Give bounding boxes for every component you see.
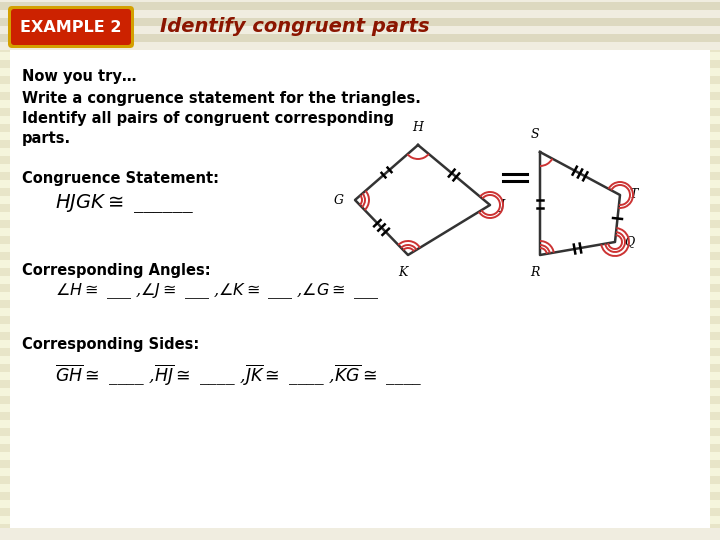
Bar xyxy=(0,26,720,34)
Bar xyxy=(0,444,720,452)
Bar xyxy=(0,492,720,500)
Bar xyxy=(0,4,720,12)
Bar xyxy=(0,316,720,324)
Bar xyxy=(0,2,720,10)
Bar xyxy=(0,164,720,172)
Bar xyxy=(0,332,720,340)
Bar xyxy=(0,84,720,92)
Bar xyxy=(0,52,720,60)
Text: Congruence Statement:: Congruence Statement: xyxy=(22,172,219,186)
Text: $\angle H \cong$ ___ ,$\angle J \cong$ ___ ,$\angle K \cong$ ___ ,$\angle G \con: $\angle H \cong$ ___ ,$\angle J \cong$ _… xyxy=(55,281,379,301)
Bar xyxy=(0,428,720,436)
Bar xyxy=(0,220,720,228)
Bar xyxy=(0,188,720,196)
Bar xyxy=(0,212,720,220)
Bar xyxy=(0,500,720,508)
Bar xyxy=(0,260,720,268)
Text: parts.: parts. xyxy=(22,132,71,146)
Bar xyxy=(0,396,720,404)
Bar xyxy=(0,284,720,292)
Bar xyxy=(0,420,720,428)
Text: G: G xyxy=(334,193,344,206)
Text: H: H xyxy=(413,121,423,134)
Bar xyxy=(0,364,720,372)
Text: $HJGK \cong$ ______: $HJGK \cong$ ______ xyxy=(55,193,194,215)
Text: Now you try…: Now you try… xyxy=(22,69,137,84)
Bar xyxy=(0,524,720,532)
FancyBboxPatch shape xyxy=(8,6,134,48)
Bar xyxy=(0,460,720,468)
Bar xyxy=(0,516,720,524)
Bar xyxy=(0,76,720,84)
Bar xyxy=(0,204,720,212)
Bar xyxy=(0,508,720,516)
Text: Q: Q xyxy=(624,235,634,248)
Bar xyxy=(0,484,720,492)
Bar xyxy=(0,236,720,244)
Bar xyxy=(0,388,720,396)
Bar xyxy=(0,12,720,20)
Bar xyxy=(0,452,720,460)
Bar xyxy=(0,380,720,388)
Bar xyxy=(0,124,720,132)
Bar xyxy=(0,476,720,484)
Bar xyxy=(0,28,720,36)
Bar xyxy=(0,156,720,164)
Bar xyxy=(0,34,720,42)
Text: J: J xyxy=(499,199,504,212)
Text: Corresponding Angles:: Corresponding Angles: xyxy=(22,262,211,278)
Text: R: R xyxy=(531,266,540,279)
Bar xyxy=(0,172,720,180)
Bar xyxy=(0,148,720,156)
Text: T: T xyxy=(629,188,637,201)
Bar xyxy=(0,528,720,540)
Bar xyxy=(0,44,720,52)
Bar xyxy=(0,18,720,26)
Text: S: S xyxy=(531,128,539,141)
Bar xyxy=(0,92,720,100)
Bar xyxy=(0,268,720,276)
Bar xyxy=(0,42,720,50)
Bar xyxy=(0,60,720,68)
Bar xyxy=(0,276,720,284)
Bar xyxy=(0,532,720,540)
Text: Write a congruence statement for the triangles.: Write a congruence statement for the tri… xyxy=(22,91,421,106)
Bar xyxy=(0,436,720,444)
Bar xyxy=(0,228,720,236)
Bar xyxy=(0,300,720,308)
Bar xyxy=(0,0,720,4)
Bar xyxy=(0,308,720,316)
Bar xyxy=(0,180,720,188)
Bar xyxy=(0,140,720,148)
Bar xyxy=(0,0,720,2)
Bar xyxy=(0,412,720,420)
Text: K: K xyxy=(398,266,408,279)
Bar xyxy=(0,324,720,332)
Text: $\overline{GH} \cong$ ____ ,$\overline{HJ} \cong$ ____ ,$\overline{JK} \cong$ __: $\overline{GH} \cong$ ____ ,$\overline{H… xyxy=(55,362,423,388)
Bar xyxy=(0,244,720,252)
Bar xyxy=(0,20,720,28)
Bar xyxy=(0,468,720,476)
Text: Identify all pairs of congruent corresponding: Identify all pairs of congruent correspo… xyxy=(22,111,394,126)
Text: Corresponding Sides:: Corresponding Sides: xyxy=(22,338,199,353)
Bar xyxy=(0,68,720,76)
Bar xyxy=(0,132,720,140)
Bar xyxy=(0,100,720,108)
Bar xyxy=(0,292,720,300)
Bar xyxy=(0,10,720,18)
Bar xyxy=(0,252,720,260)
Bar xyxy=(0,340,720,348)
Bar xyxy=(0,348,720,356)
Bar xyxy=(0,116,720,124)
Bar xyxy=(0,196,720,204)
Bar xyxy=(10,50,710,528)
Bar xyxy=(0,108,720,116)
Bar xyxy=(0,356,720,364)
Bar xyxy=(0,404,720,412)
Bar xyxy=(0,36,720,44)
Bar xyxy=(0,372,720,380)
Text: Identify congruent parts: Identify congruent parts xyxy=(160,17,430,37)
Text: EXAMPLE 2: EXAMPLE 2 xyxy=(20,19,122,35)
FancyBboxPatch shape xyxy=(11,9,131,45)
